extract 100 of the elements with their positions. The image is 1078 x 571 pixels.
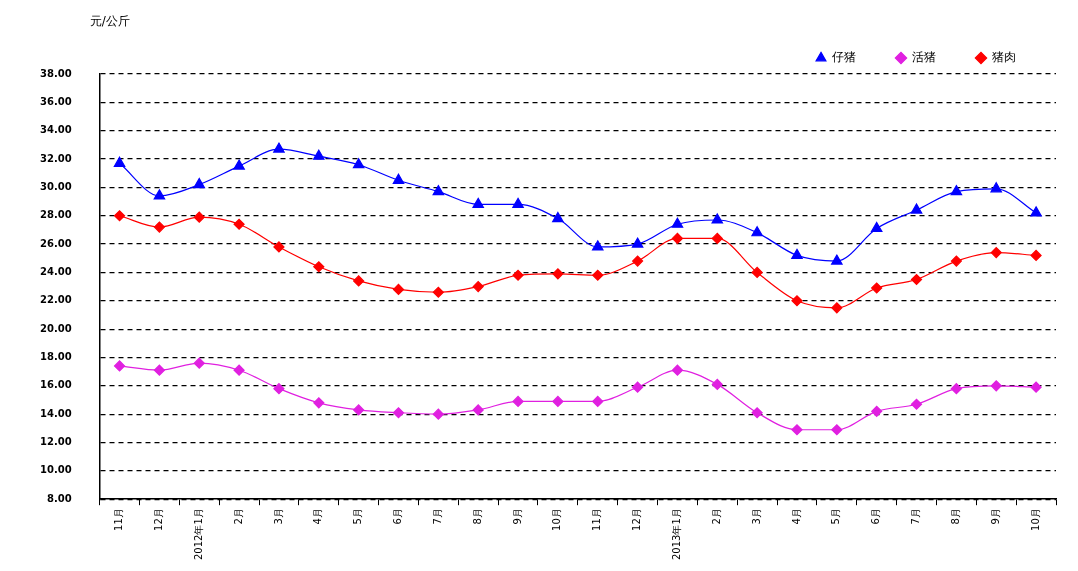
x-tick-label: 5月 [830, 508, 842, 525]
y-tick-label: 30.00 [39, 180, 72, 192]
point [153, 221, 165, 233]
x-tick-label: 2012年1月 [192, 508, 204, 560]
point [193, 357, 205, 369]
y-tick-label: 38.00 [39, 67, 72, 79]
point [831, 424, 843, 436]
point [831, 254, 843, 265]
y-tick-label: 18.00 [39, 351, 72, 363]
point [831, 302, 843, 314]
point [870, 221, 883, 233]
point [990, 246, 1002, 259]
x-tick-label: 7月 [910, 508, 922, 525]
y-tick-label: 10.00 [39, 464, 72, 476]
point [711, 378, 723, 390]
x-tick-label: 9月 [989, 508, 1001, 525]
point [432, 286, 444, 298]
point [392, 407, 405, 419]
point [273, 383, 285, 395]
x-tick-label: 11月 [591, 508, 603, 531]
point [552, 395, 564, 407]
point [791, 248, 803, 260]
x-tick-label: 3月 [272, 508, 284, 525]
y-tick-label: 22.00 [39, 294, 72, 306]
point [871, 405, 883, 417]
x-tick-label: 12月 [153, 508, 164, 531]
point [631, 255, 644, 267]
point [552, 211, 564, 223]
point [990, 182, 1003, 193]
point [671, 217, 684, 228]
x-tick-label: 6月 [392, 508, 404, 525]
point [113, 156, 126, 167]
point [950, 185, 963, 196]
x-tick-label: 8月 [471, 508, 483, 525]
point [392, 173, 405, 184]
x-tick-label: 8月 [949, 508, 961, 525]
point [233, 218, 245, 230]
x-tick-label: 10月 [1029, 508, 1041, 531]
point [751, 407, 763, 419]
point [472, 197, 484, 208]
point [910, 203, 923, 214]
point [153, 189, 166, 200]
point [791, 424, 803, 436]
point [273, 142, 285, 153]
x-tick-label: 7月 [431, 508, 443, 525]
x-tick-label: 12月 [631, 508, 643, 531]
y-tick-label: 28.00 [39, 209, 72, 221]
point [910, 398, 923, 410]
y-tick-label: 20.00 [39, 322, 72, 334]
legend-label: 猪肉 [992, 50, 1016, 65]
point [193, 211, 205, 223]
point [353, 404, 365, 416]
point [512, 269, 524, 281]
point [1030, 381, 1042, 393]
point [671, 232, 684, 245]
point [233, 159, 245, 170]
point [273, 241, 285, 253]
y-tick-label: 32.00 [39, 152, 72, 164]
point [950, 383, 962, 395]
point [631, 381, 644, 393]
point [233, 364, 245, 376]
x-tick-label: 10月 [551, 508, 563, 531]
point [392, 283, 405, 296]
x-tick-label: 2013年1月 [671, 508, 683, 560]
y-tick-label: 14.00 [39, 407, 72, 419]
point [671, 364, 684, 376]
point [432, 408, 444, 420]
point [432, 185, 445, 196]
x-tick-label: 5月 [352, 508, 364, 525]
x-tick-label: 4月 [790, 508, 802, 525]
y-tick-label: 24.00 [39, 266, 72, 278]
x-tick-label: 3月 [750, 508, 762, 525]
x-tick-label: 2月 [232, 508, 244, 525]
point [871, 282, 883, 294]
point [113, 210, 126, 222]
point [313, 261, 325, 273]
y-tick-label: 26.00 [39, 237, 72, 249]
point [552, 268, 564, 280]
point [353, 275, 365, 287]
point [751, 266, 763, 279]
point [990, 380, 1002, 392]
point [153, 364, 165, 376]
point [193, 177, 206, 189]
y-tick-label: 8.00 [46, 492, 72, 504]
y-axis-title: 元/公斤 [89, 14, 130, 29]
y-tick-label: 12.00 [39, 436, 72, 448]
point [631, 237, 644, 248]
point [1030, 249, 1042, 262]
point [313, 397, 325, 409]
point [472, 280, 484, 293]
x-tick-label: 4月 [312, 508, 324, 525]
point [512, 395, 524, 407]
legend-label: 活猪 [912, 50, 936, 65]
point [950, 255, 962, 267]
x-tick-label: 9月 [511, 508, 523, 525]
point [711, 213, 724, 224]
point [592, 269, 604, 281]
legend-label: 仔猪 [832, 50, 856, 65]
x-tick-label: 11月 [113, 508, 125, 531]
y-tick-label: 34.00 [39, 124, 72, 136]
